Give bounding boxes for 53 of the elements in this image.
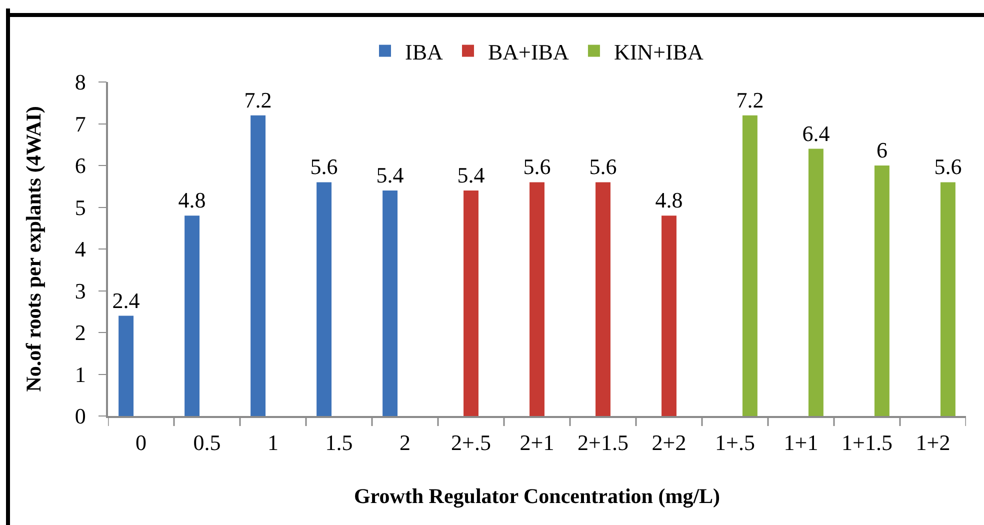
data-label: 6.4 [802, 120, 830, 146]
x-tick-label: 2+1.5 [578, 430, 628, 456]
data-label: 5.6 [523, 154, 551, 180]
bar [662, 216, 676, 416]
data-label: 5.4 [376, 162, 404, 188]
x-tick-label: 2+1 [520, 430, 554, 456]
bar [184, 216, 200, 416]
y-axis-title: No.of roots per explants (4WAI) [22, 106, 46, 392]
legend-label: BA+IBA [488, 39, 569, 64]
bar [940, 182, 956, 416]
bar [530, 182, 544, 416]
y-tick-label: 4 [74, 236, 86, 262]
y-tick-label: 1 [74, 362, 86, 387]
data-label: 5.6 [934, 154, 962, 180]
legend-label: IBA [405, 39, 443, 64]
bar [874, 166, 890, 416]
x-tick-label: 0.5 [193, 430, 221, 456]
x-tick-label: 1+2 [916, 430, 950, 456]
y-tick-label: 6 [74, 153, 86, 178]
data-label: 4.8 [178, 188, 206, 213]
x-tick-label: 2+.5 [451, 430, 491, 456]
bar [382, 190, 398, 416]
data-label: 2.4 [112, 288, 140, 313]
bar [464, 190, 478, 416]
legend-label: KIN+IBA [614, 39, 704, 64]
y-tick-label: 0 [74, 404, 86, 429]
y-tick-label: 2 [74, 320, 86, 346]
data-label: 5.4 [457, 162, 485, 188]
x-tick-label: 1.5 [325, 430, 353, 456]
bar [596, 182, 610, 416]
x-tick-label: 0 [136, 430, 146, 456]
data-label: 7.2 [736, 87, 764, 112]
x-tick-label: 1+1 [784, 430, 818, 456]
y-tick-label: 7 [74, 111, 86, 136]
bar [118, 316, 134, 416]
y-tick-label: 3 [74, 278, 86, 304]
data-label: 4.8 [655, 188, 683, 213]
x-tick-label: 2 [400, 430, 410, 456]
bar [250, 115, 266, 416]
bar [316, 182, 332, 416]
x-tick-label: 1 [268, 430, 278, 456]
x-tick-label: 1+1.5 [842, 430, 892, 456]
bar [742, 115, 758, 416]
data-label: 7.2 [244, 87, 272, 112]
x-axis-title: Growth Regulator Concentration (mg/L) [354, 484, 720, 508]
y-tick-label: 8 [74, 70, 86, 95]
data-label: 5.6 [589, 154, 617, 180]
data-label: 6 [876, 138, 888, 162]
data-label: 5.6 [310, 154, 338, 180]
bar [808, 148, 824, 416]
y-tick-label: 5 [74, 194, 86, 220]
x-tick-label: 2+2 [652, 430, 686, 456]
x-tick-label: 1+.5 [715, 430, 755, 456]
